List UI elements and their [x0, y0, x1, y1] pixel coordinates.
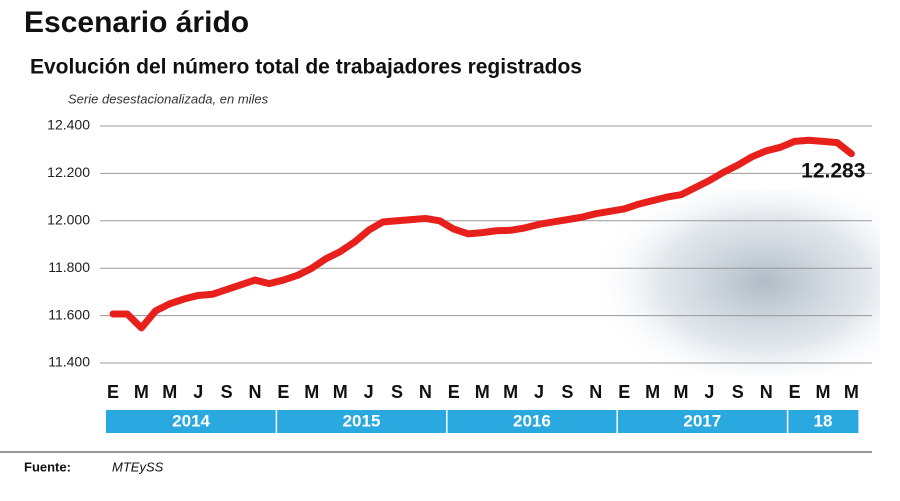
x-tick-label: M: [304, 382, 319, 402]
x-tick-label: S: [732, 382, 744, 402]
x-tick-label: E: [618, 382, 630, 402]
y-tick-label: 12.000: [47, 212, 90, 228]
x-tick-label: N: [760, 382, 773, 402]
y-tick-label: 11.400: [48, 354, 90, 370]
x-tick-label: S: [391, 382, 403, 402]
x-tick-label: N: [419, 382, 432, 402]
x-tick-label: M: [674, 382, 689, 402]
source: MTEySS: [112, 459, 164, 474]
year-label: 18: [814, 411, 833, 430]
x-tick-label: E: [789, 382, 801, 402]
year-label: 2016: [513, 411, 551, 430]
x-tick-label: J: [193, 382, 203, 402]
year-label: 2014: [172, 411, 210, 430]
x-tick-label: M: [333, 382, 348, 402]
year-band: [446, 410, 617, 433]
y-tick-label: 12.200: [47, 164, 90, 180]
x-tick-label: J: [534, 382, 544, 402]
x-tick-label: M: [134, 382, 149, 402]
year-label: 2017: [683, 411, 721, 430]
series-line: [109, 136, 855, 332]
year-band: [106, 410, 277, 433]
x-tick-label: M: [844, 382, 859, 402]
x-tick-label: E: [107, 382, 119, 402]
x-tick-label: M: [162, 382, 177, 402]
year-band: [276, 410, 447, 433]
x-tick-label: N: [589, 382, 602, 402]
year-band: [617, 410, 788, 433]
x-tick-label: M: [475, 382, 490, 402]
x-tick-label: M: [503, 382, 518, 402]
x-tick-label: M: [816, 382, 831, 402]
y-tick-label: 11.600: [48, 306, 90, 322]
x-tick-label: E: [448, 382, 460, 402]
source-label: Fuente:: [24, 459, 71, 474]
axis-note: Serie desestacionalizada, en miles: [68, 91, 269, 106]
x-tick-label: N: [249, 382, 262, 402]
year-band: [787, 410, 859, 433]
x-tick-label: S: [561, 382, 573, 402]
background-photo: [590, 190, 880, 375]
x-tick-label: J: [364, 382, 374, 402]
chart-title: Escenario árido: [24, 6, 249, 39]
y-tick-label: 12.400: [47, 117, 90, 133]
data-label: 12.283: [801, 159, 865, 182]
x-tick-label: M: [645, 382, 660, 402]
year-label: 2015: [343, 411, 381, 430]
x-tick-label: E: [277, 382, 289, 402]
x-tick-label: J: [704, 382, 714, 402]
y-tick-label: 11.800: [48, 259, 90, 275]
chart-subtitle: Evolución del número total de trabajador…: [30, 56, 582, 79]
x-tick-label: S: [221, 382, 233, 402]
